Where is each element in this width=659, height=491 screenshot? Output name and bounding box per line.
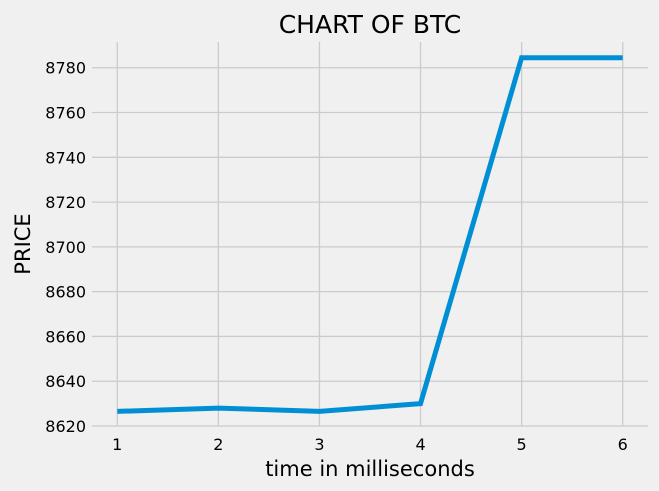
y-axis-label: PRICE xyxy=(11,213,35,274)
x-tick-label: 4 xyxy=(415,435,425,454)
y-gridlines xyxy=(92,67,648,427)
x-tick-label: 1 xyxy=(112,435,122,454)
x-axis-label: time in milliseconds xyxy=(265,457,475,481)
y-tick-label: 8760 xyxy=(45,104,86,123)
chart-title: CHART OF BTC xyxy=(279,10,462,39)
x-tick-label: 2 xyxy=(213,435,223,454)
series-line xyxy=(117,55,623,414)
y-tick-label: 8660 xyxy=(45,327,86,346)
x-gridlines xyxy=(116,42,624,426)
y-tick-label: 8700 xyxy=(45,238,86,257)
y-tick-label: 8780 xyxy=(45,59,86,78)
y-tick-label: 8640 xyxy=(45,372,86,391)
x-tick-label: 5 xyxy=(517,435,527,454)
x-tick-label: 6 xyxy=(618,435,628,454)
series-layer xyxy=(117,55,623,414)
x-tick-labels: 1 2 3 4 5 6 xyxy=(112,435,628,454)
y-tick-labels: 8620 8640 8660 8680 8700 8720 8740 8760 8780 xyxy=(45,59,86,436)
x-tick-label: 3 xyxy=(314,435,324,454)
y-tick-label: 8720 xyxy=(45,193,86,212)
y-tick-label: 8740 xyxy=(45,148,86,167)
y-tick-label: 8680 xyxy=(45,283,86,302)
y-tick-label: 8620 xyxy=(45,417,86,436)
